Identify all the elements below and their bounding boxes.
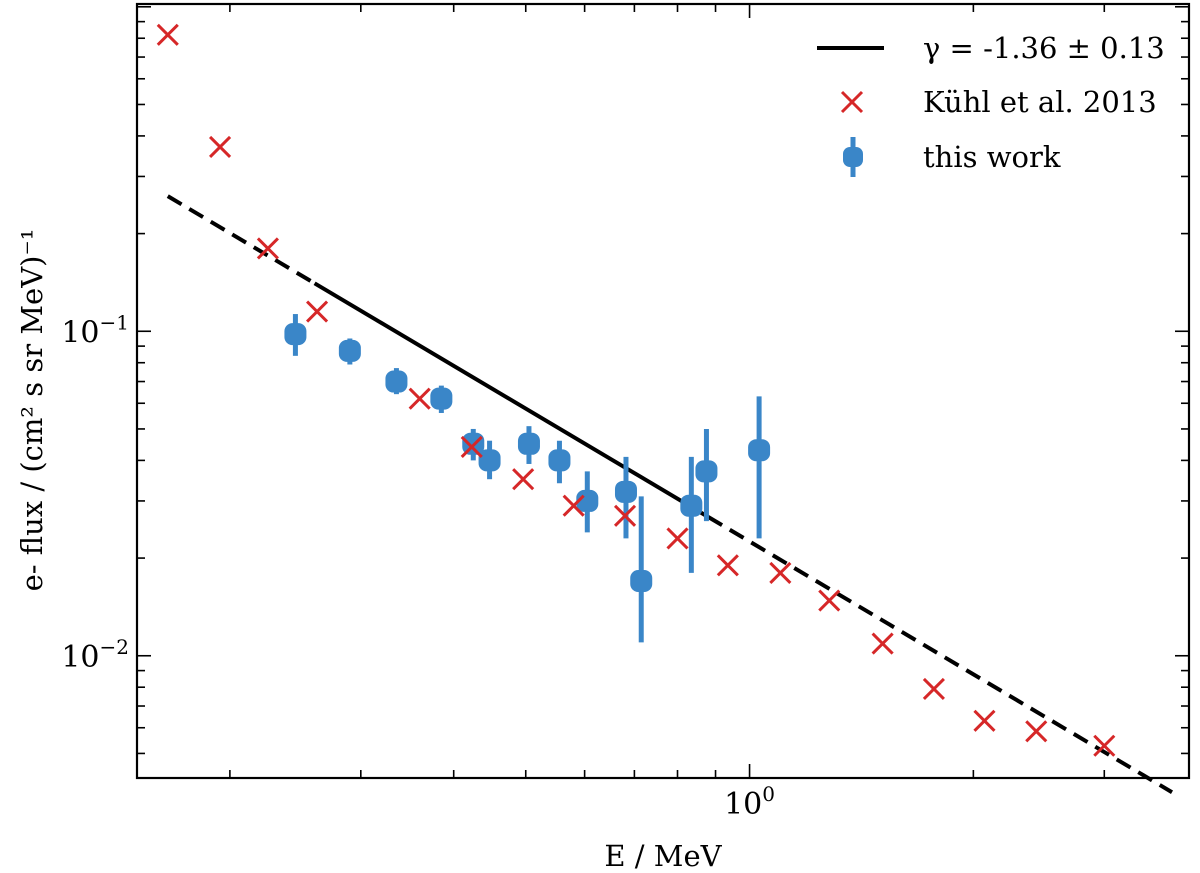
- kuhl-point-stroke: [256, 237, 279, 260]
- kuhl-point-stroke: [871, 632, 894, 655]
- kuhl-point-stroke: [818, 589, 841, 612]
- plot-frame: [135, 2, 1191, 780]
- fit-line-dashed: [166, 194, 316, 286]
- y-axis-label: e- flux / (cm² s sr MeV)⁻¹: [15, 229, 49, 592]
- kuhl-point-stroke: [408, 387, 431, 410]
- kuhl-point: [306, 300, 329, 323]
- this-work-point: [680, 494, 703, 517]
- kuhl-point: [256, 237, 279, 260]
- legend-fit-label: γ = -1.36 ± 0.13: [923, 31, 1165, 65]
- y-tick-label: 10−2: [61, 635, 129, 675]
- kuhl-point-stroke: [769, 561, 792, 584]
- this-work-point: [548, 449, 571, 472]
- x-tick-exponent: 0: [762, 782, 775, 806]
- this-work-point: [284, 323, 307, 346]
- this-work-point: [385, 370, 408, 393]
- fit-line-solid: [313, 281, 710, 519]
- this-work-point: [748, 439, 771, 462]
- legend-this-work-label: this work: [923, 140, 1061, 174]
- kuhl-point: [922, 677, 945, 701]
- this-work-point: [630, 569, 653, 592]
- kuhl-point-stroke: [156, 23, 179, 46]
- kuhl-point-stroke: [613, 504, 637, 527]
- y-tick-exponent: −2: [100, 635, 129, 659]
- kuhl-point-stroke: [716, 554, 739, 577]
- kuhl-point: [666, 527, 689, 550]
- kuhl-point: [460, 435, 483, 459]
- fit-line-dashed: [707, 515, 1174, 794]
- kuhl-point: [716, 554, 739, 577]
- legend-this-work-marker: [843, 137, 863, 177]
- y-tick-exponent: −1: [100, 310, 129, 334]
- kuhl-point: [512, 468, 535, 491]
- kuhl-point-stroke: [562, 494, 585, 517]
- kuhl-point: [818, 589, 841, 612]
- kuhl-point: [871, 632, 894, 655]
- kuhl-point: [973, 709, 996, 732]
- this-work-point: [338, 339, 361, 362]
- fit-lines: [166, 194, 1174, 794]
- axis-ticks: [137, 4, 1189, 778]
- kuhl-point-stroke: [512, 468, 535, 491]
- kuhl-point: [562, 494, 585, 517]
- x-tick-base: 10: [724, 787, 762, 822]
- kuhl-point-stroke: [460, 435, 483, 459]
- y-tick-label: 10−1: [61, 310, 129, 350]
- legend-kuhl-label: Kühl et al. 2013: [923, 85, 1157, 119]
- data-series: [156, 23, 1116, 757]
- kuhl-point: [408, 387, 431, 410]
- this-work-point: [478, 449, 501, 472]
- y-tick-base: 10: [61, 315, 99, 350]
- kuhl-point-stroke: [1025, 720, 1048, 743]
- x-tick-label: 100: [724, 782, 775, 822]
- kuhl-point: [1025, 720, 1048, 743]
- kuhl-point: [1093, 734, 1116, 757]
- kuhl-point-stroke: [973, 709, 996, 732]
- this-work-point: [695, 460, 718, 483]
- this-work-point: [517, 432, 540, 455]
- x-axis-label: E / MeV: [604, 839, 722, 873]
- this-work-point: [576, 489, 599, 512]
- kuhl-point: [156, 23, 179, 46]
- kuhl-point-stroke: [306, 300, 329, 323]
- kuhl-point-stroke: [922, 677, 945, 701]
- legend: γ = -1.36 ± 0.13 Kühl et al. 2013 this w…: [817, 31, 1165, 177]
- y-tick-base: 10: [61, 640, 99, 675]
- kuhl-point: [208, 135, 232, 158]
- legend-kuhl-marker: [840, 90, 864, 114]
- kuhl-point: [769, 561, 792, 584]
- this-work-point: [430, 387, 453, 410]
- kuhl-point-stroke: [1093, 734, 1116, 757]
- kuhl-point-stroke: [666, 527, 689, 550]
- kuhl-point-stroke: [208, 135, 232, 158]
- this-work-point: [614, 480, 637, 503]
- kuhl-point: [613, 504, 637, 527]
